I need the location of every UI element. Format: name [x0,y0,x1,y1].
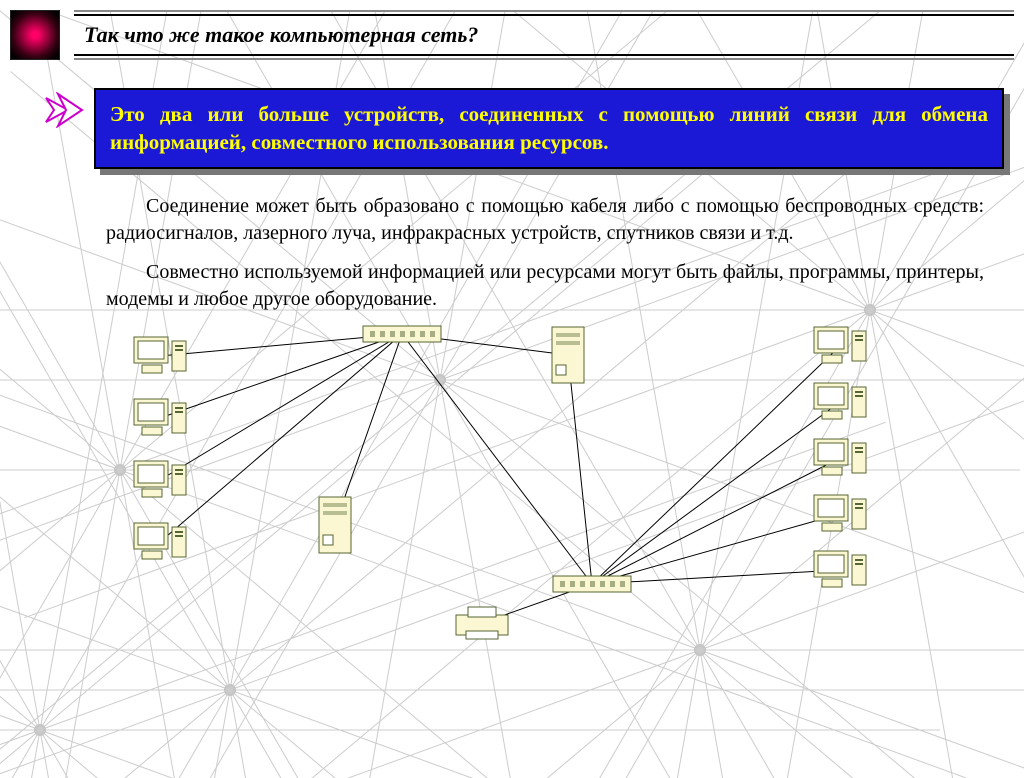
paragraph-2: Совместно используемой информацией или р… [106,259,984,313]
definition-box: Это два или больше устройств, соединенны… [94,88,1004,169]
page-title: Так что же такое компьютерная сеть? [74,14,1014,56]
node-printer [452,605,512,646]
node-server1 [317,495,353,560]
node-hub2 [552,575,632,598]
node-server2 [550,325,586,390]
node-pc_l4 [132,521,188,568]
definition-text: Это два или больше устройств, соединенны… [94,88,1004,169]
node-pc_r5 [812,549,868,596]
node-pc_r1 [812,325,868,372]
title-bar: Так что же такое компьютерная сеть? [10,10,1014,60]
network-diagram [132,325,892,645]
arrow-icon [44,92,84,128]
node-hub1 [362,325,442,348]
node-pc_l3 [132,459,188,506]
title-decor-icon [10,10,60,60]
node-pc_l1 [132,335,188,382]
node-pc_r2 [812,381,868,428]
node-pc_r4 [812,493,868,540]
paragraph-1: Соединение может быть образовано с помощ… [106,193,984,247]
node-pc_l2 [132,397,188,444]
node-pc_r3 [812,437,868,484]
body-text: Соединение может быть образовано с помощ… [106,193,984,313]
